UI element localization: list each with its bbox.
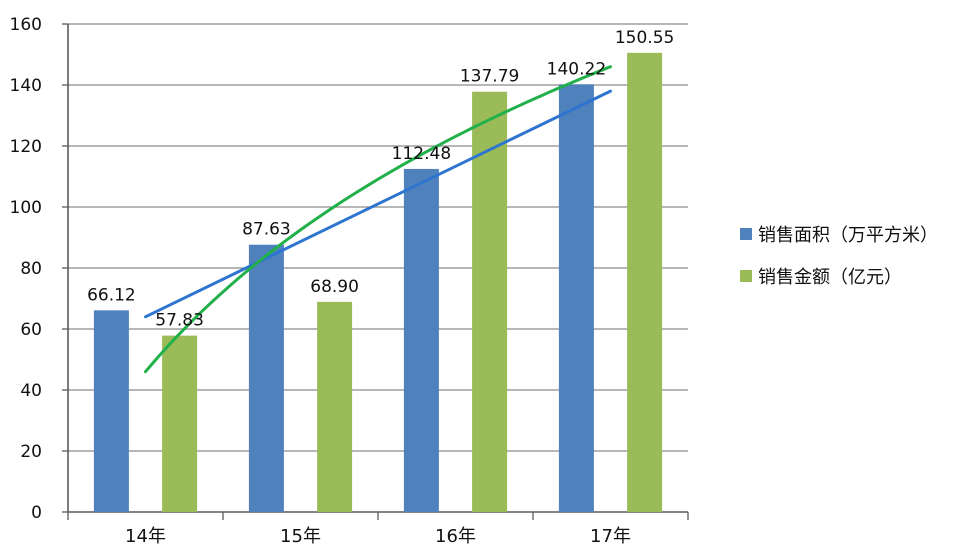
trendline-sales-amount: [144, 65, 612, 374]
data-label-sales-amount: 137.79: [460, 67, 519, 87]
y-tick-label: 160: [10, 15, 42, 35]
data-label-sales-area: 140.22: [547, 59, 606, 79]
bar-sales-amount: [162, 335, 198, 512]
data-label-sales-area: 112.48: [392, 144, 451, 164]
x-tick-label: 15年: [280, 526, 321, 547]
y-tick-label: 0: [31, 503, 42, 523]
trendlines: [144, 65, 612, 374]
data-label-sales-amount: 150.55: [615, 28, 674, 48]
y-tick-label: 60: [20, 320, 42, 340]
bars: [93, 52, 663, 512]
bar-sales-amount: [627, 52, 663, 512]
data-label-sales-amount: 68.90: [310, 277, 359, 297]
y-tick-label: 80: [20, 259, 42, 279]
x-tick-label: 17年: [590, 526, 631, 547]
axes: 0 20 40 60 80 100 120 140 160 14年 15年 16年 17年: [10, 15, 689, 547]
y-tick-label: 20: [20, 442, 42, 462]
x-tick-label: 14年: [125, 526, 166, 547]
bar-sales-area: [93, 310, 129, 512]
data-label-sales-area: 87.63: [242, 220, 291, 240]
legend-swatch-sales-area: [740, 228, 752, 240]
x-tick-label: 16年: [435, 526, 476, 547]
legend-item-sales-amount: 销售金额（亿元）: [740, 264, 960, 288]
legend-label-sales-area: 销售面积（万平方米）: [758, 225, 938, 246]
y-tick-label: 120: [10, 137, 42, 157]
bar-sales-area: [248, 244, 284, 512]
bar-sales-area: [403, 168, 439, 512]
y-tick-label: 40: [20, 381, 42, 401]
data-label-sales-area: 66.12: [87, 285, 136, 305]
bar-sales-amount: [472, 91, 508, 512]
trendline-sales-area: [144, 89, 612, 319]
data-label-sales-amount: 57.83: [155, 311, 204, 331]
legend-item-sales-area: 销售面积（万平方米）: [740, 222, 960, 246]
y-tick-label: 100: [10, 198, 42, 218]
data-labels: 66.12 87.63 112.48 140.22 57.83 68.90 137.79 15…: [87, 28, 674, 331]
bar-sales-area: [558, 84, 594, 512]
bar-sales-amount: [317, 301, 353, 512]
y-tick-label: 140: [10, 76, 42, 96]
legend-swatch-sales-amount: [740, 270, 752, 282]
legend-label-sales-amount: 销售金额（亿元）: [758, 267, 902, 288]
legend: 销售面积（万平方米） 销售金额（亿元）: [740, 222, 960, 306]
